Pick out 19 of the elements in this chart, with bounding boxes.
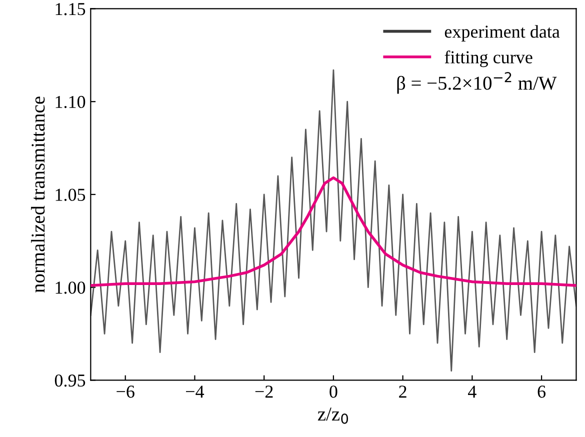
x-axis-title: z/z$_{0}$ xyxy=(318,408,348,424)
x-tick-label: 0 xyxy=(330,386,338,398)
x-tick-label: 2 xyxy=(399,386,406,398)
x-tick-label: 4 xyxy=(468,386,476,398)
y-tick-label: 1.00 xyxy=(56,282,86,294)
line-series xyxy=(90,176,576,287)
legend-label: experiment data xyxy=(444,25,560,42)
y-tick-label: 1.15 xyxy=(56,3,86,16)
y-tick-label: 1.05 xyxy=(56,188,86,201)
y-tick-label: 0.95 xyxy=(54,374,86,387)
x-tick-label: −6 xyxy=(116,386,134,398)
x-tick-label: 6 xyxy=(538,386,546,398)
legend-label: fitting curve xyxy=(444,50,532,68)
y-axis-title: normalized transmittance xyxy=(31,96,45,293)
x-tick-label: −4 xyxy=(186,386,204,398)
line-series xyxy=(90,69,576,372)
annotation: β = −5.2×10$^{−2}$ m/W xyxy=(397,72,557,94)
y-tick-label: 1.10 xyxy=(56,96,86,108)
x-tick-label: −2 xyxy=(255,386,273,398)
